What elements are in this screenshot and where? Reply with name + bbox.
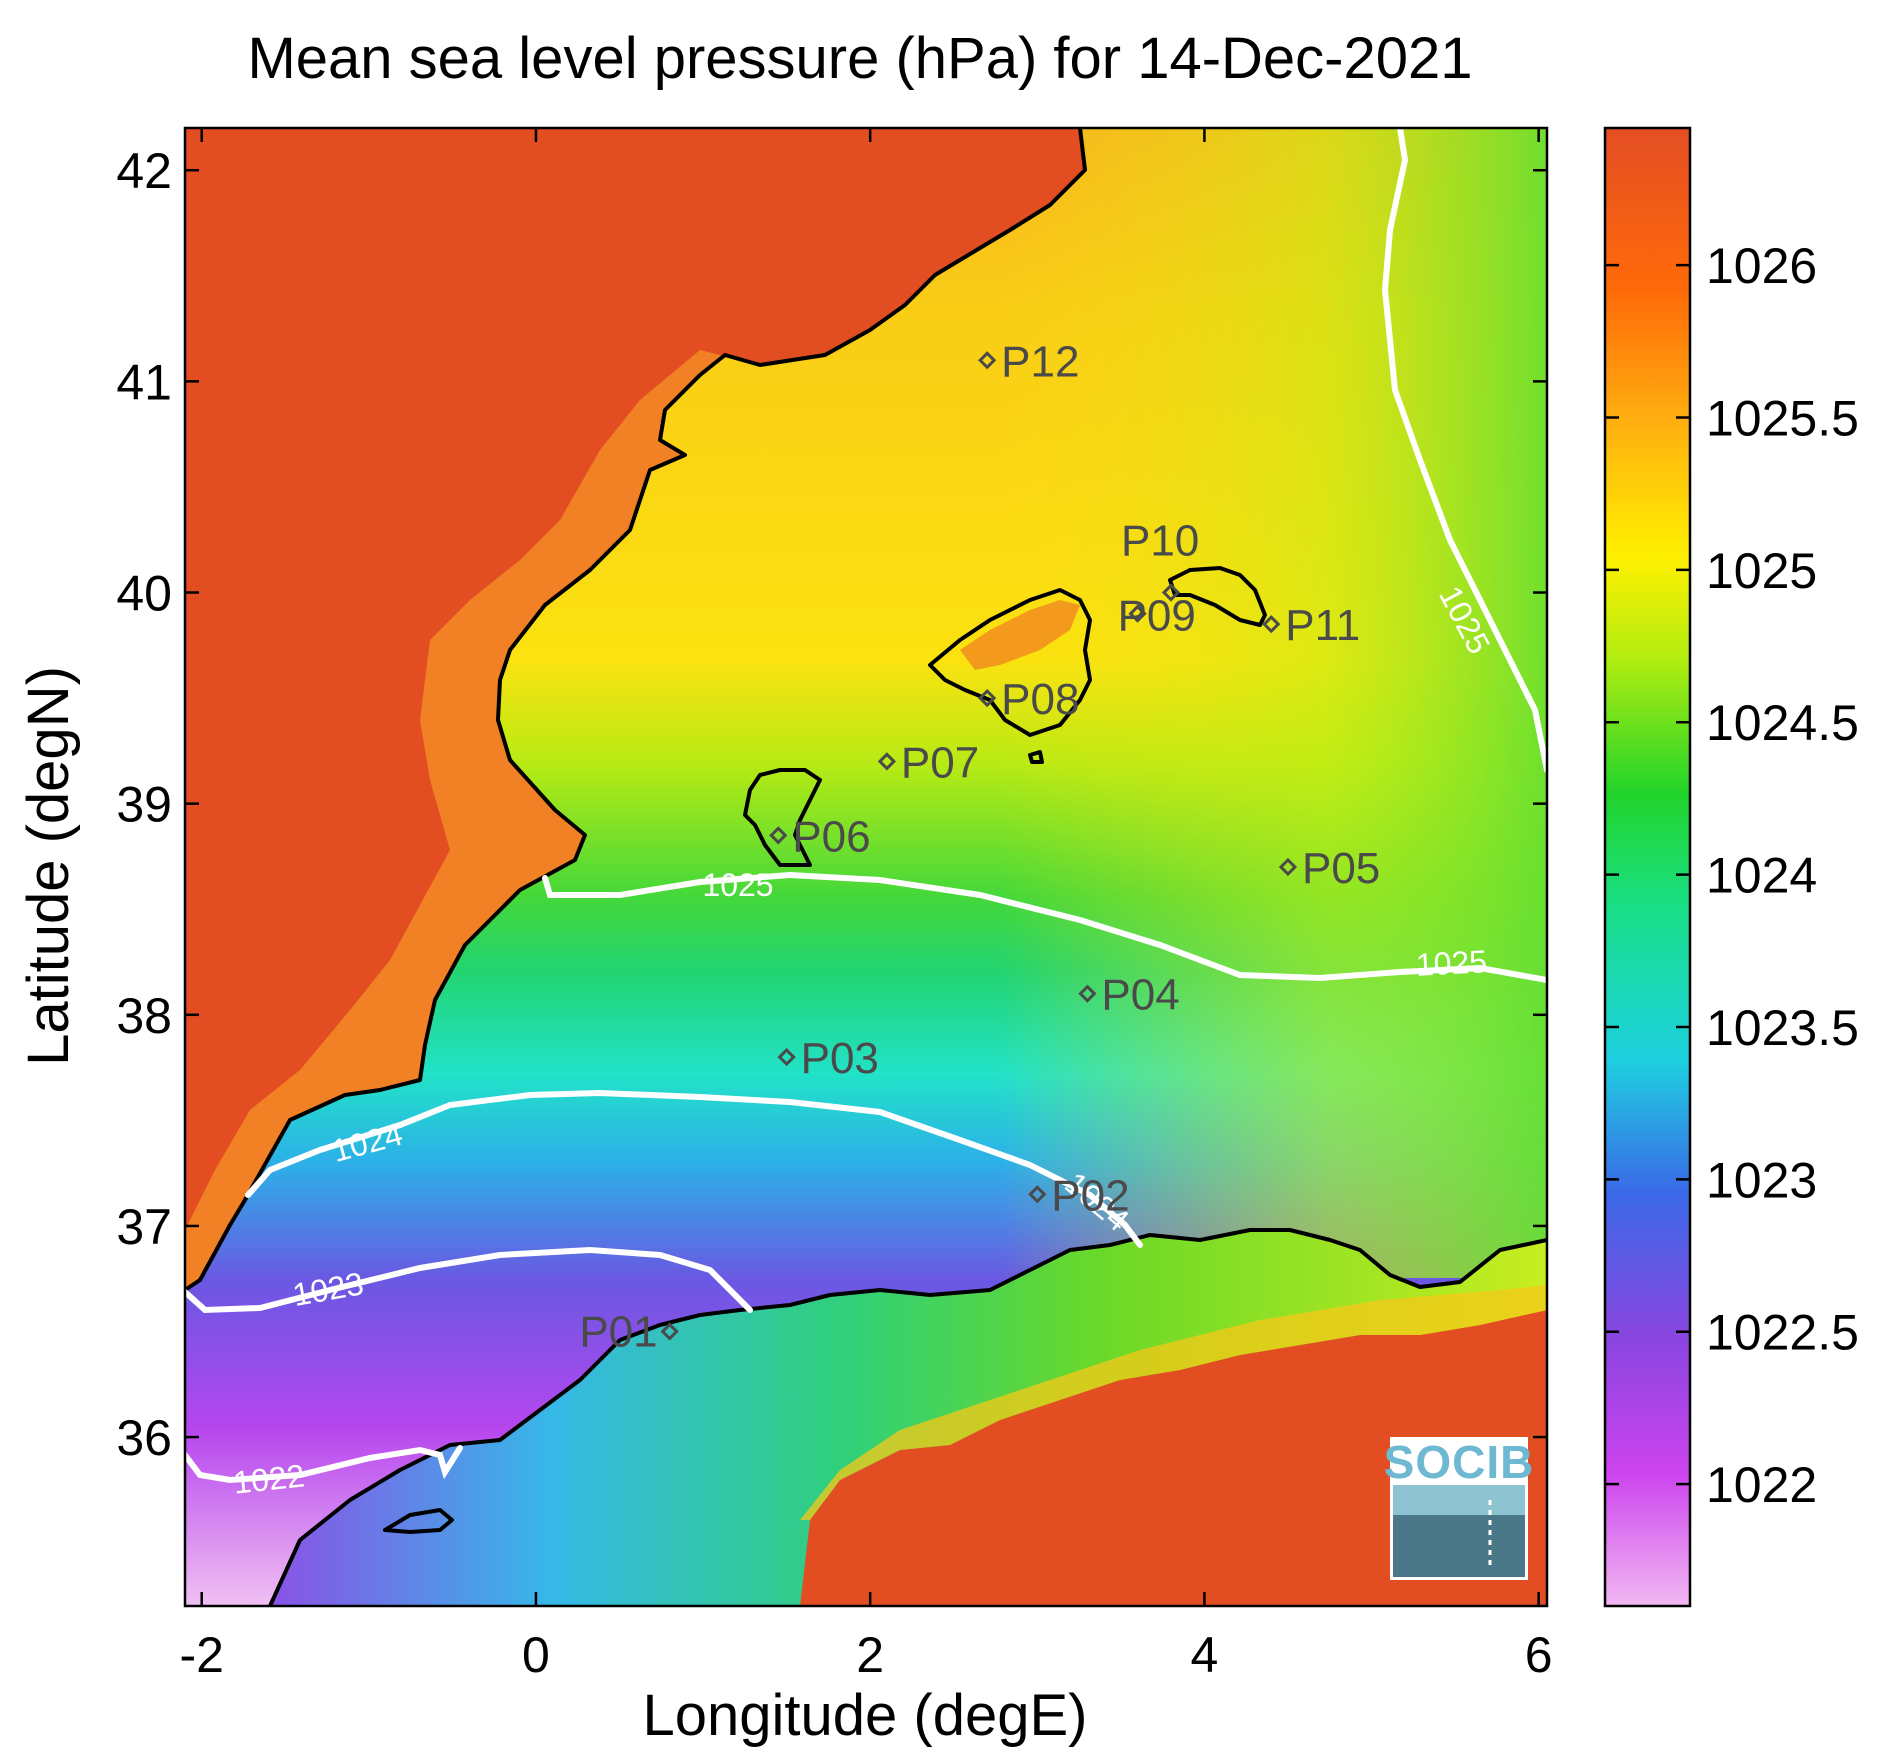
isobar-1025-east bbox=[1381, 128, 1547, 773]
cabrera-coastline bbox=[1028, 750, 1044, 764]
logo-surface bbox=[1393, 1485, 1525, 1515]
colorbar-label: 1023.5 bbox=[1706, 1000, 1859, 1056]
y-tick-label: 39 bbox=[116, 777, 172, 833]
station-p06[interactable]: P06 bbox=[769, 812, 871, 861]
colorbar-label: 1022.5 bbox=[1706, 1305, 1859, 1361]
colorbar-label: 1024.5 bbox=[1706, 695, 1859, 751]
station-label: P11 bbox=[1285, 601, 1360, 650]
eastern-sea-field bbox=[1000, 128, 1547, 1278]
station-marker-icon bbox=[978, 351, 997, 370]
y-axis: 42 41 40 39 38 37 36 bbox=[116, 143, 1547, 1466]
station-label: P09 bbox=[1118, 592, 1196, 641]
x-axis: -2 0 2 4 6 bbox=[179, 128, 1553, 1683]
station-p05[interactable]: P05 bbox=[1278, 844, 1380, 893]
isobar-labels: 1025 1025 1025 1024 1024 1023 1022 bbox=[232, 580, 1498, 1501]
station-label: P02 bbox=[1051, 1171, 1129, 1220]
station-marker-icon bbox=[1262, 615, 1281, 634]
station-label: P05 bbox=[1302, 844, 1380, 893]
africa-land-mid bbox=[800, 1285, 1547, 1520]
ibiza-coastline bbox=[743, 768, 822, 867]
isobar-1023 bbox=[185, 1246, 753, 1314]
station-p09[interactable]: P09 bbox=[1118, 592, 1196, 641]
station-p01[interactable]: P01 bbox=[579, 1308, 679, 1357]
station-label: P06 bbox=[792, 812, 870, 861]
station-label: P07 bbox=[901, 738, 979, 787]
station-marker-icon bbox=[777, 1047, 796, 1067]
station-p11[interactable]: P11 bbox=[1262, 601, 1360, 650]
y-tick-label: 36 bbox=[116, 1410, 172, 1466]
logo-text: SOCIB bbox=[1384, 1436, 1535, 1488]
station-marker-icon bbox=[769, 826, 788, 845]
colorbar: 1026 1025.5 1025 1024.5 1024 1023.5 1023 1022.5… bbox=[1603, 126, 1859, 1608]
y-tick-label: 41 bbox=[116, 354, 172, 410]
chart-title: Mean sea level pressure (hPa) for 14-Dec… bbox=[247, 26, 1472, 91]
isobar-label: 1025 bbox=[702, 867, 773, 903]
y-tick-label: 37 bbox=[116, 1199, 172, 1255]
x-tick-label: -2 bbox=[179, 1627, 223, 1683]
station-marker-icon bbox=[1028, 1185, 1047, 1204]
colorbar-label: 1022 bbox=[1706, 1457, 1817, 1513]
mallorca-high bbox=[960, 600, 1080, 670]
isobar-1025-south bbox=[542, 871, 1547, 983]
station-p07[interactable]: P07 bbox=[877, 738, 979, 787]
colorbar-label: 1023 bbox=[1706, 1152, 1817, 1208]
station-label: P01 bbox=[579, 1308, 657, 1357]
x-axis-label: Longitude (degE) bbox=[643, 1683, 1088, 1748]
iberia-coastal-band bbox=[185, 350, 760, 1290]
africa-coastline bbox=[268, 1228, 1547, 1606]
station-p04[interactable]: P04 bbox=[1078, 971, 1180, 1020]
x-tick-label: 4 bbox=[1191, 1627, 1219, 1683]
colorbar-label: 1025 bbox=[1706, 543, 1817, 599]
isobar-1024 bbox=[245, 1089, 1143, 1248]
station-p12[interactable]: P12 bbox=[978, 337, 1079, 386]
station-label: P12 bbox=[1001, 337, 1079, 386]
station-p08[interactable]: P08 bbox=[978, 675, 1079, 724]
station-p02[interactable]: P02 bbox=[1028, 1171, 1130, 1220]
station-label: P04 bbox=[1101, 971, 1179, 1020]
colorbar-label: 1025.5 bbox=[1706, 391, 1859, 447]
station-p10[interactable]: P10 bbox=[1121, 517, 1199, 602]
station-marker-icon bbox=[1161, 583, 1181, 602]
isobars bbox=[185, 128, 1547, 1484]
map-panel: 1025 1025 1025 1024 1024 1023 1022 P01P0… bbox=[185, 128, 1547, 1606]
isobar-label: 1022 bbox=[232, 1457, 307, 1500]
x-tick-label: 2 bbox=[856, 1627, 884, 1683]
isobar-label: 1025 bbox=[1415, 943, 1488, 983]
menorca-coastline bbox=[1168, 566, 1267, 627]
station-label: P10 bbox=[1121, 517, 1199, 566]
station-marker-icon bbox=[1078, 984, 1097, 1003]
colorbar-label: 1024 bbox=[1706, 848, 1817, 904]
station-marker-icon bbox=[978, 688, 997, 708]
station-marker-icon bbox=[660, 1322, 679, 1341]
y-axis-label: Latitude (degN) bbox=[16, 666, 81, 1066]
y-tick-label: 42 bbox=[116, 143, 172, 199]
colorbar-gradient bbox=[1603, 126, 1692, 1608]
x-tick-label: 6 bbox=[1525, 1627, 1553, 1683]
station-p03[interactable]: P03 bbox=[777, 1034, 879, 1083]
station-marker-icon bbox=[1128, 604, 1147, 623]
map-frame bbox=[183, 126, 1549, 1608]
colorbar-label: 1026 bbox=[1706, 238, 1817, 294]
station-marker-icon bbox=[877, 752, 897, 771]
stations-layer: P01 P02 P03 P04 P05 P06 P07 P08 P09 P10 P11 P12 bbox=[579, 337, 1380, 1356]
socib-logo: SOCIB bbox=[1384, 1436, 1535, 1580]
station-marker-icon bbox=[1278, 857, 1298, 877]
y-tick-label: 40 bbox=[116, 566, 172, 622]
isobar-1022 bbox=[185, 1445, 463, 1484]
africa-land-interior bbox=[800, 1310, 1547, 1606]
iberia-coastline bbox=[185, 128, 1087, 1292]
alboran-coastline bbox=[383, 1508, 454, 1534]
station-label: P08 bbox=[1001, 675, 1079, 724]
station-label: P03 bbox=[801, 1034, 879, 1083]
y-tick-label: 38 bbox=[116, 988, 172, 1044]
x-tick-label: 0 bbox=[522, 1627, 550, 1683]
colorbar-ticks: 1026 1025.5 1025 1024.5 1024 1023.5 1023 1022.5… bbox=[1605, 238, 1859, 1513]
